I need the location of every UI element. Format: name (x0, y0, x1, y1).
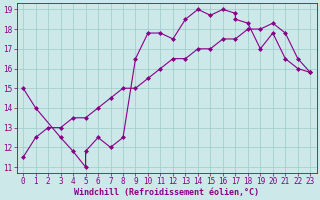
X-axis label: Windchill (Refroidissement éolien,°C): Windchill (Refroidissement éolien,°C) (74, 188, 259, 197)
